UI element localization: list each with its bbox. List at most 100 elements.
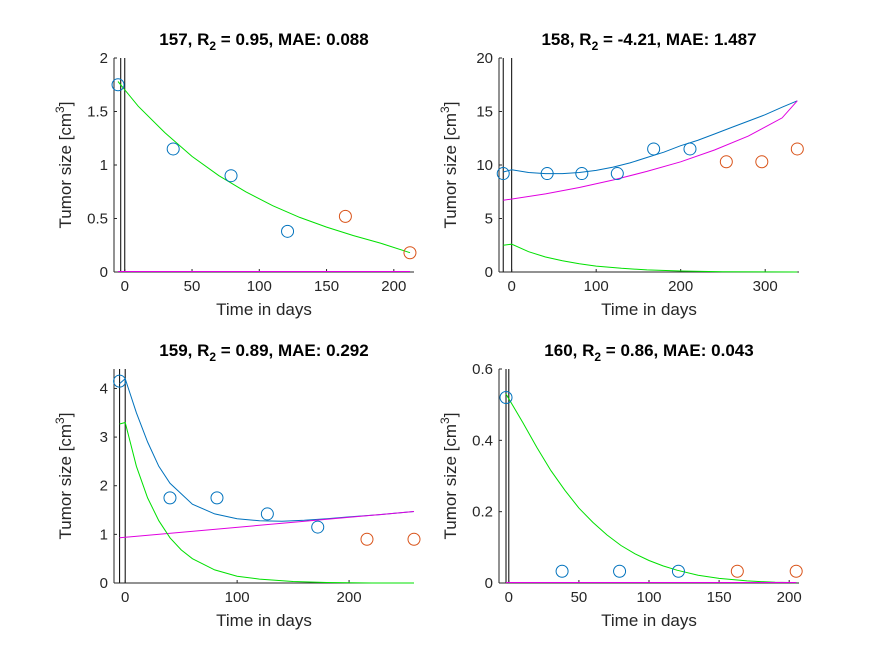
x-axis-label: Time in days [216, 300, 312, 319]
subplot-4: 0 50 100 150 200 0 0.2 0.4 0.6 160, R2 = 0.86, MA… [438, 341, 803, 630]
x-axis-label: Time in days [216, 611, 312, 630]
y-tick-label: 2 [100, 478, 108, 495]
measured-point [260, 507, 274, 521]
measured-point [210, 491, 224, 505]
title-stats: = 0.95, MAE: 0.088 [216, 30, 369, 49]
y-tick-label: 0 [100, 264, 108, 281]
y-tick-label: 5 [485, 211, 493, 228]
y-axis-label: Tumor size [cm3] [438, 413, 460, 540]
validation-point [338, 209, 352, 223]
y-tick-label: 0 [100, 575, 108, 592]
y-axis-label-text: Tumor size [cm [56, 424, 75, 540]
measured-point [647, 142, 661, 156]
title-id: 160 [544, 341, 572, 360]
x-tick-label: 100 [225, 589, 250, 606]
y-tick-label: 1.5 [87, 104, 108, 121]
title-stats: = 0.89, MAE: 0.292 [216, 341, 369, 360]
chart-title: 160, R2 = 0.86, MAE: 0.043 [544, 341, 753, 364]
y-tick-label: 0 [485, 575, 493, 592]
validation-point [719, 155, 733, 169]
measured-point [540, 167, 554, 181]
y-tick-label: 0.6 [472, 361, 493, 378]
measured-point [224, 169, 238, 183]
y-tick-label: 0.2 [472, 504, 493, 521]
title-r: , R [188, 341, 210, 360]
x-tick-label: 0 [121, 589, 129, 606]
x-tick-label: 200 [668, 278, 693, 295]
y-tick-label: 1 [100, 157, 108, 174]
x-tick-label: 0 [508, 278, 516, 295]
title-r: , R [188, 30, 210, 49]
validation-point [403, 246, 417, 260]
title-id: 157 [159, 30, 187, 49]
y-axis-label: Tumor size [cm3] [53, 102, 75, 229]
x-axis-label: Time in days [601, 611, 697, 630]
measured-point [496, 167, 510, 181]
series-line-total [119, 377, 415, 522]
y-tick-label: 1 [100, 526, 108, 543]
x-axis-label: Time in days [601, 300, 697, 319]
measured-point [613, 564, 627, 578]
y-tick-label: 2 [100, 50, 108, 67]
y-axis-label-end: ] [56, 413, 75, 418]
x-tick-label: 200 [777, 589, 802, 606]
y-tick-label: 20 [476, 50, 493, 67]
y-axis-label-text: Tumor size [cm [441, 424, 460, 540]
series-line-sensitive [503, 243, 798, 273]
measured-point [671, 564, 685, 578]
x-tick-label: 0 [121, 278, 129, 295]
measured-point [166, 142, 180, 156]
chart-title: 157, R2 = 0.95, MAE: 0.088 [159, 30, 368, 53]
series-line-sensitive [119, 421, 414, 584]
y-axis-label: Tumor size [cm3] [438, 102, 460, 229]
y-axis-label-superscript: 3 [53, 417, 67, 424]
series-line-sensitive [505, 393, 797, 584]
measured-point [683, 142, 697, 156]
title-stats: = 0.86, MAE: 0.043 [601, 341, 754, 360]
y-axis-label-superscript: 3 [53, 106, 67, 113]
validation-point [407, 532, 421, 546]
y-axis-label-superscript: 3 [438, 106, 452, 113]
title-id: 158 [541, 30, 569, 49]
y-axis-label-end: ] [441, 413, 460, 418]
y-tick-label: 15 [476, 104, 493, 121]
validation-point [789, 564, 803, 578]
chart-title: 158, R2 = -4.21, MAE: 1.487 [541, 30, 756, 53]
x-tick-label: 100 [584, 278, 609, 295]
title-subscript: 2 [209, 350, 216, 364]
y-tick-label: 0.4 [472, 432, 493, 449]
x-tick-label: 200 [381, 278, 406, 295]
subplot-2: 0 100 200 300 0 5 10 15 20 158, R2 = -4.21, MAE: … [438, 30, 804, 319]
chart-title: 159, R2 = 0.89, MAE: 0.292 [159, 341, 368, 364]
title-subscript: 2 [594, 350, 601, 364]
validation-point [730, 564, 744, 578]
x-tick-label: 300 [753, 278, 778, 295]
x-tick-label: 0 [505, 589, 513, 606]
measured-point [575, 167, 589, 181]
measured-point [555, 564, 569, 578]
y-tick-label: 4 [100, 380, 108, 397]
y-axis-label-end: ] [441, 102, 460, 107]
y-axis-label-text: Tumor size [cm [441, 113, 460, 229]
y-tick-label: 0.5 [87, 211, 108, 228]
x-tick-label: 200 [337, 589, 362, 606]
measured-point [113, 374, 127, 388]
x-tick-label: 50 [571, 589, 588, 606]
x-tick-label: 100 [247, 278, 272, 295]
measured-point [499, 391, 513, 405]
x-tick-label: 150 [707, 589, 732, 606]
validation-point [360, 532, 374, 546]
validation-point [790, 142, 804, 156]
title-subscript: 2 [592, 39, 599, 53]
series-line-resistant [503, 100, 798, 201]
measured-point [311, 520, 325, 534]
y-tick-label: 3 [100, 429, 108, 446]
measured-point [163, 491, 177, 505]
series-line-resistant [119, 511, 415, 539]
title-id: 159 [159, 341, 187, 360]
x-tick-label: 50 [184, 278, 201, 295]
measured-point [610, 167, 624, 181]
